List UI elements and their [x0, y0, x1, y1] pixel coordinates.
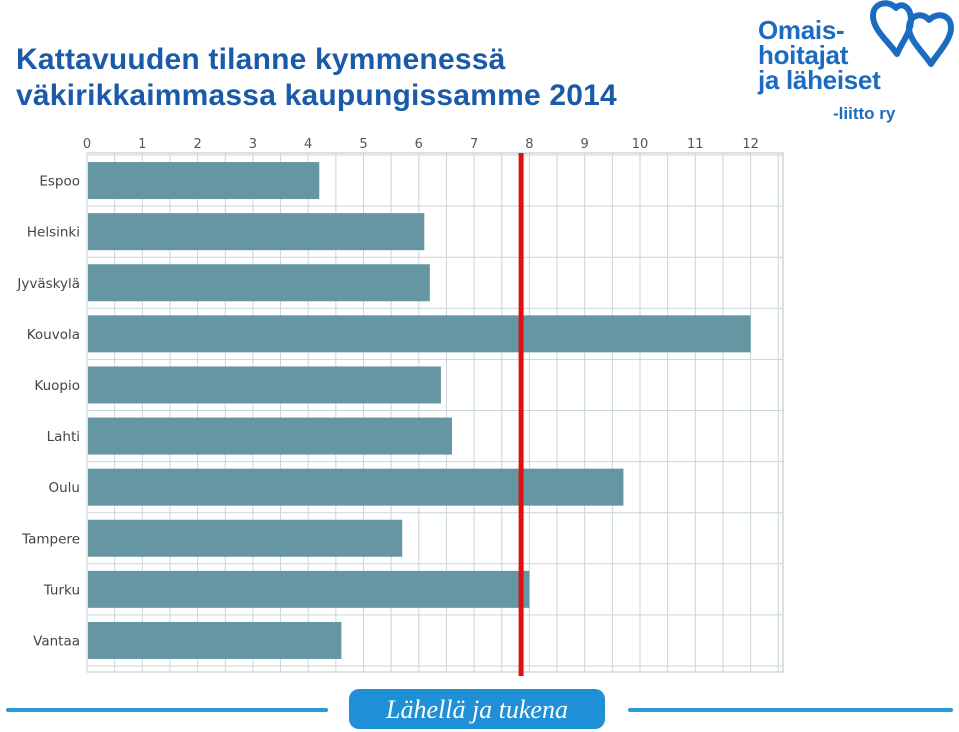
bar-helsinki — [88, 213, 425, 251]
x-tick-label: 10 — [632, 137, 649, 152]
organization-logo: Omais- hoitajat ja läheiset -liitto ry — [755, 0, 959, 132]
title-line-1: Kattavuuden tilanne kymmenessä — [16, 43, 506, 76]
logo-line-4: -liitto ry — [833, 104, 896, 123]
bar-turku — [88, 570, 530, 608]
bar-jyväskylä — [88, 264, 430, 302]
bar-tampere — [88, 519, 403, 557]
x-tick-label: 0 — [83, 137, 91, 152]
category-label: Tampere — [21, 531, 80, 547]
x-tick-label: 12 — [742, 137, 759, 152]
bar-lahti — [88, 417, 452, 455]
x-tick-label: 1 — [138, 137, 146, 152]
category-label: Oulu — [49, 480, 81, 496]
page-title: Kattavuuden tilanne kymmenessä väkirikka… — [16, 42, 617, 114]
title-line-2: väkirikkaimmassa kaupungissamme 2014 — [16, 79, 617, 112]
x-tick-label: 2 — [193, 137, 201, 152]
x-tick-label: 9 — [581, 137, 589, 152]
category-label: Kuopio — [34, 378, 80, 394]
bar-kouvola — [88, 315, 751, 353]
bar-vantaa — [88, 621, 342, 659]
x-tick-label: 8 — [525, 137, 533, 152]
category-label: Lahti — [47, 429, 80, 445]
x-tick-label: 5 — [359, 137, 367, 152]
category-label: Jyväskylä — [16, 276, 80, 292]
category-label: Turku — [43, 582, 80, 598]
bar-kuopio — [88, 366, 441, 404]
category-label: Espoo — [39, 174, 80, 190]
bar-oulu — [88, 468, 624, 506]
logo-line-3: ja läheiset — [758, 65, 881, 95]
x-tick-label: 6 — [415, 137, 423, 152]
category-label: Helsinki — [27, 225, 80, 241]
logo-line-1: Omais- — [758, 15, 845, 45]
footer-slogan: Lähellä ja tukena — [349, 689, 605, 729]
logo-wordmark: Omais- hoitajat ja läheiset — [758, 15, 881, 95]
logo-line-2: hoitajat — [758, 40, 849, 70]
footer-divider-right — [628, 708, 953, 712]
x-tick-label: 3 — [249, 137, 257, 152]
x-tick-label: 4 — [304, 137, 312, 152]
hearts-logo-icon — [870, 0, 954, 67]
category-label: Kouvola — [27, 327, 80, 343]
x-tick-label: 7 — [470, 137, 478, 152]
footer-divider-left — [6, 708, 328, 712]
category-label: Vantaa — [33, 633, 80, 649]
bar-espoo — [88, 162, 320, 200]
x-tick-label: 11 — [687, 137, 704, 152]
